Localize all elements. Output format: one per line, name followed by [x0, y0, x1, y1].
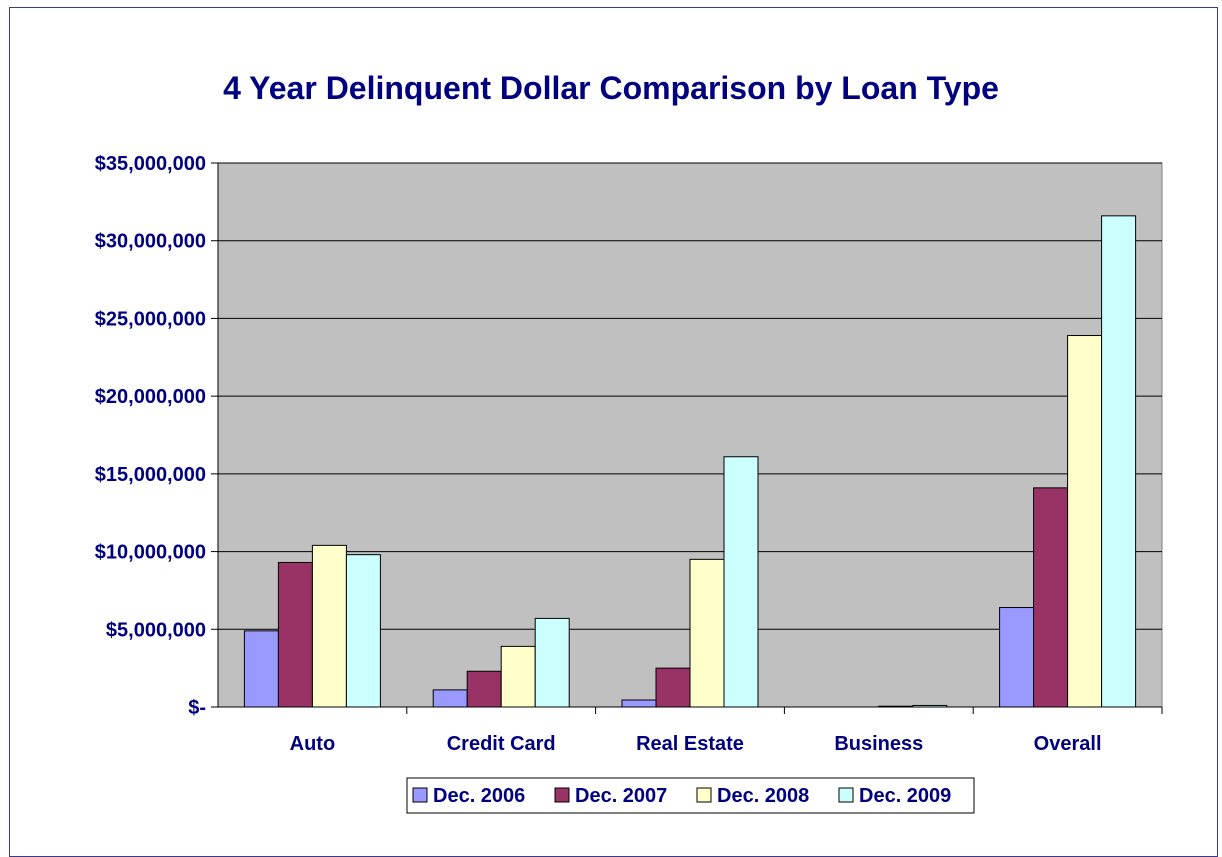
bar	[999, 607, 1035, 708]
x-tick-label: Business	[834, 733, 923, 755]
bar	[621, 699, 657, 708]
bar	[534, 617, 570, 708]
axes	[211, 162, 1163, 714]
bar	[466, 670, 502, 708]
chart-title: 4 Year Delinquent Dollar Comparison by L…	[223, 70, 999, 106]
y-tick-label: $35,000,000	[95, 153, 206, 175]
bar	[1033, 487, 1069, 708]
legend: Dec. 2006 Dec. 2007 Dec. 2008 Dec. 2009	[406, 777, 975, 814]
y-tick-label: $15,000,000	[95, 464, 206, 486]
legend-label: Dec. 2009	[859, 785, 951, 807]
bar	[345, 554, 381, 708]
bar	[277, 561, 313, 708]
y-tick-labels: $- $5,000,000 $10,000,000 $15,000,000 $20,00…	[95, 153, 206, 719]
bar	[432, 689, 468, 708]
y-tick-label: $20,000,000	[95, 386, 206, 408]
y-tick-label: $-	[188, 697, 206, 719]
bar	[1067, 335, 1103, 708]
bar	[1101, 215, 1137, 708]
bar	[723, 456, 759, 708]
bar	[243, 630, 279, 708]
y-tick-label: $5,000,000	[106, 619, 206, 641]
legend-swatch	[838, 787, 854, 803]
bar	[500, 645, 536, 708]
legend-label: Dec. 2007	[575, 785, 667, 807]
legend-swatch	[696, 787, 712, 803]
x-tick-label: Credit Card	[447, 733, 556, 755]
bar	[655, 667, 691, 708]
x-tick-labels: Auto Credit Card Real Estate Business Overal…	[290, 733, 1102, 755]
y-tick-label: $30,000,000	[95, 231, 206, 253]
x-tick-label: Real Estate	[636, 733, 744, 755]
x-tick-label: Auto	[290, 733, 336, 755]
y-tick-label: $10,000,000	[95, 542, 206, 564]
legend-swatch	[554, 787, 570, 803]
legend-label: Dec. 2008	[717, 785, 809, 807]
y-tick-label: $25,000,000	[95, 308, 206, 330]
bar	[689, 558, 725, 708]
legend-box	[406, 777, 975, 814]
bar	[311, 544, 347, 708]
legend-swatch	[412, 787, 428, 803]
x-tick-label: Overall	[1034, 733, 1102, 755]
legend-label: Dec. 2006	[433, 785, 525, 807]
